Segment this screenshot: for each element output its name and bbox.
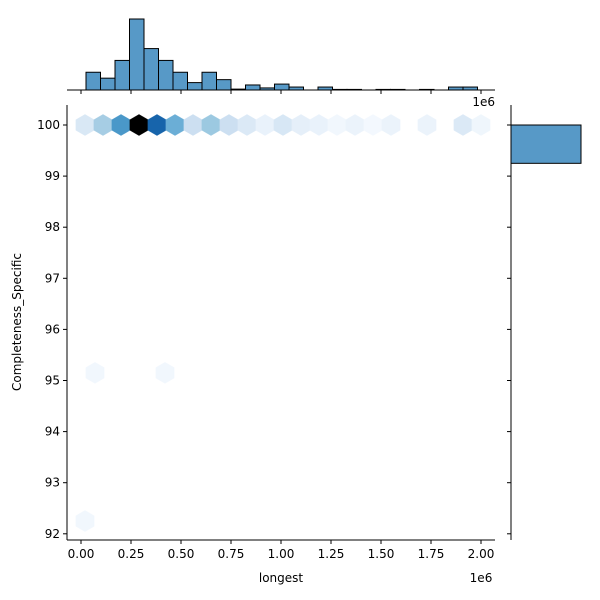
x-tick-label: 0.50	[168, 547, 195, 561]
x-tick-label: 1.75	[418, 547, 445, 561]
top-hist-bar	[129, 18, 145, 91]
hexbin-cell	[155, 362, 175, 384]
y-tick-label: 96	[45, 322, 60, 336]
y-tick-label: 93	[45, 476, 60, 490]
y-tick-label: 100	[37, 118, 60, 132]
hexbin-cell	[75, 114, 95, 136]
top-hist-bar	[274, 83, 290, 91]
hexbin-cell	[147, 114, 167, 136]
y-axis-ticks: 92 93 94 95 96 97 98 99 100	[37, 118, 67, 541]
right-hist-bar	[510, 124, 582, 164]
hexbin-cell	[273, 114, 293, 136]
top-hist-bar	[158, 59, 174, 91]
hexbin-cell	[75, 510, 95, 532]
hexbin-cells	[75, 114, 491, 532]
x-tick-label: 1.25	[318, 547, 345, 561]
top-offset-label: 1e6	[472, 95, 495, 109]
top-hist-bar	[201, 71, 217, 91]
hexbin-cell	[363, 114, 383, 136]
x-axis-label: longest	[259, 571, 304, 585]
hexbin-cell	[111, 114, 131, 136]
x-tick-label: 1.50	[368, 547, 395, 561]
hexbin-cell	[85, 362, 105, 384]
hexbin-cell	[381, 114, 401, 136]
top-marginal-histogram	[85, 18, 478, 91]
top-hist-bar	[85, 71, 101, 91]
hexbin-cell	[255, 114, 275, 136]
y-axis-label: Completeness_Specific	[10, 253, 24, 391]
top-hist-bar	[100, 77, 116, 91]
x-axis-ticks: 0.00 0.25 0.50 0.75 1.00 1.25 1.50 1.75 2.00	[68, 540, 495, 561]
top-hist-bar	[187, 82, 203, 91]
hexbin-cell	[291, 114, 311, 136]
hexbin-cell	[183, 114, 203, 136]
top-hist-bar	[172, 71, 188, 91]
hexbin-cell	[453, 114, 473, 136]
hexbin-cell	[201, 114, 221, 136]
y-tick-label: 92	[45, 527, 60, 541]
y-tick-label: 99	[45, 169, 60, 183]
x-offset-label: 1e6	[470, 571, 493, 585]
y-tick-label: 95	[45, 374, 60, 388]
hexbin-cell	[327, 114, 347, 136]
right-marginal-histogram	[510, 124, 582, 164]
hexbin-cell	[417, 114, 437, 136]
hexbin-cell	[237, 114, 257, 136]
hexbin-cell	[309, 114, 329, 136]
x-tick-label: 2.00	[468, 547, 495, 561]
hexbin-cell	[345, 114, 365, 136]
top-hist-bar	[143, 48, 159, 91]
x-tick-label: 0.75	[218, 547, 245, 561]
right-hist-y-ticks	[507, 124, 511, 535]
top-hist-bar	[114, 59, 130, 91]
x-tick-label: 0.00	[68, 547, 95, 561]
top-hist-bar	[245, 84, 261, 91]
y-tick-label: 94	[45, 425, 60, 439]
hexbin-cell	[165, 114, 185, 136]
hexbin-cell	[471, 114, 491, 136]
top-hist-x-ticks	[80, 90, 482, 94]
top-hist-bar	[216, 79, 232, 91]
x-tick-label: 1.00	[268, 547, 295, 561]
hexbin-cell	[219, 114, 239, 136]
y-tick-label: 97	[45, 271, 60, 285]
hexbin-cell	[93, 114, 113, 136]
hexbin-cell	[129, 114, 149, 136]
x-tick-label: 0.25	[118, 547, 145, 561]
y-tick-label: 98	[45, 220, 60, 234]
